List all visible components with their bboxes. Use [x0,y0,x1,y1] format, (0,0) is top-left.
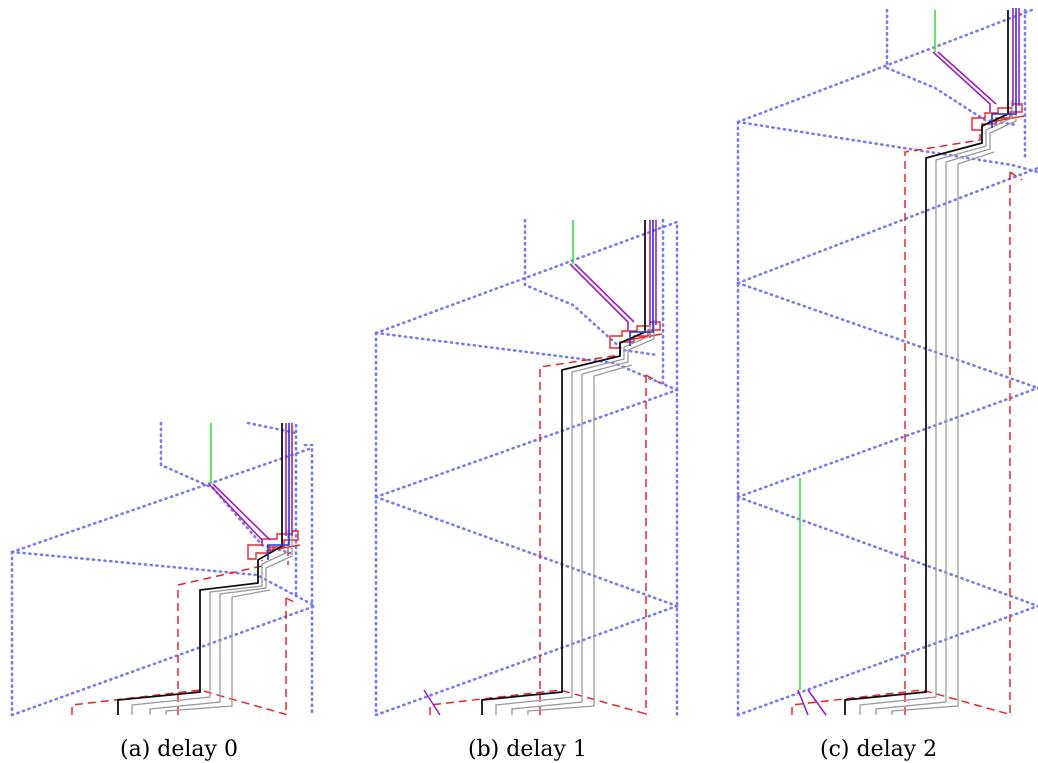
red-steps [971,103,1025,131]
subfigure-a-diagram [10,421,317,717]
black-path [117,423,283,715]
black-path [481,220,646,715]
dashed-lines [71,548,299,716]
blue-lines [267,423,290,560]
green-line [799,10,936,690]
dotted-lines [374,218,679,717]
caption-a: (a) delay 0 [120,737,238,762]
gray-paths [859,100,1017,715]
gray-paths [495,320,655,715]
subfigure-b-diagram [374,218,679,717]
dashed-lines [429,330,661,716]
blue-lines [629,220,654,346]
dotted-lines [10,421,317,717]
dotted-lines [736,8,1038,717]
black-path [844,10,1009,715]
subfigure-c-diagram [736,8,1038,717]
purple-lines [423,220,657,716]
purple-lines [797,8,1020,716]
dashed-lines [791,110,1023,716]
purple-lines [208,423,293,545]
gray-paths [131,530,293,715]
caption-b: (b) delay 1 [468,737,587,762]
caption-c: (c) delay 2 [820,737,937,762]
blue-lines [991,8,1017,128]
